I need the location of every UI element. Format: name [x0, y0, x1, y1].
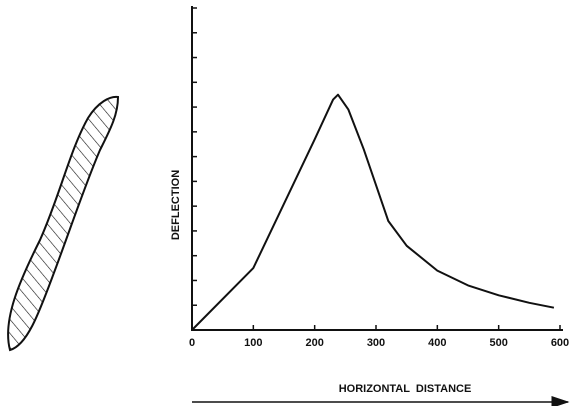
x-tick-label: 300 — [367, 337, 385, 349]
x-axis-label: HORIZONTAL DISTANCE — [339, 383, 472, 395]
data-line — [191, 93, 555, 331]
x-tick-label: 200 — [305, 337, 323, 349]
x-tick-label: 600 — [551, 337, 569, 349]
x-tick-label: 400 — [428, 337, 446, 349]
x-tick-label: 500 — [489, 337, 507, 349]
hatched-section — [7, 95, 120, 352]
x-tick-label: 100 — [244, 337, 262, 349]
x-tick-label: 0 — [189, 337, 195, 349]
y-axis-label: DEFLECTION — [170, 170, 182, 240]
